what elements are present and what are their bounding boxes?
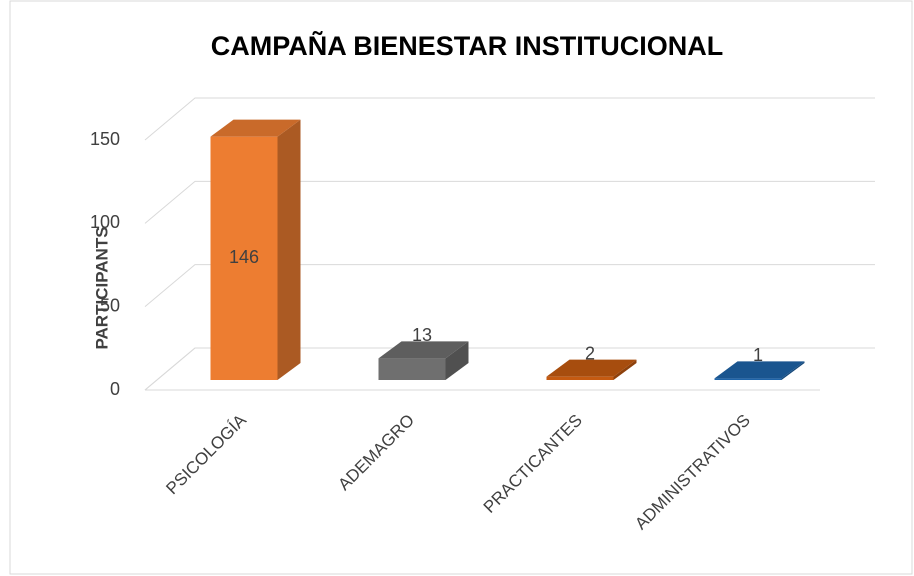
bar-side: [277, 119, 301, 381]
bar: [546, 359, 637, 380]
bar-front: [546, 376, 614, 380]
y-tick-label: 0: [110, 379, 120, 399]
bar-top: [546, 359, 637, 377]
data-label: 2: [585, 343, 595, 363]
bar-side: [613, 359, 637, 380]
bar-top: [378, 341, 469, 359]
bar-front: [714, 378, 782, 380]
bar: [210, 119, 301, 381]
data-label: 146: [229, 247, 259, 267]
bar-front: [210, 136, 278, 380]
bar-side: [445, 341, 469, 380]
bar: [378, 341, 469, 380]
data-label: 1: [753, 345, 763, 365]
grid-line: [144, 264, 875, 308]
grid-line: [144, 180, 875, 224]
y-tick-label: 50: [100, 295, 120, 315]
bar-front: [378, 358, 446, 380]
bar: [714, 361, 805, 380]
bar-side: [781, 361, 805, 380]
data-label: 13: [412, 325, 432, 345]
y-tick-label: 100: [90, 212, 120, 232]
chart-frame: [9, 0, 913, 575]
grid-line: [144, 347, 875, 391]
bar-top: [210, 119, 301, 137]
grid-line: [144, 97, 875, 141]
bar-top: [714, 361, 805, 379]
y-axis-title: PARTICIPANTS: [92, 226, 111, 349]
chart-title: CAMPAÑA BIENESTAR INSTITUCIONAL: [211, 30, 724, 61]
y-tick-label: 150: [90, 129, 120, 149]
